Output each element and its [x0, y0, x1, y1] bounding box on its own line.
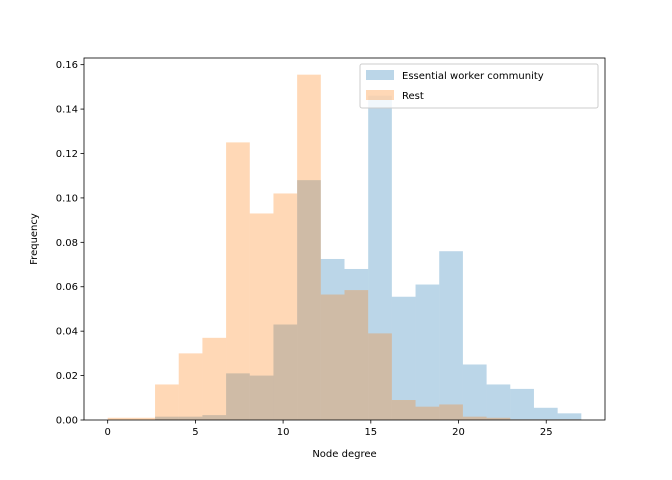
legend: Essential worker community Rest [359, 63, 599, 109]
essential-bar-3 [226, 373, 250, 420]
y-tick-label-4: 0.08 [56, 238, 78, 249]
y-axis-label: Frequency [29, 213, 40, 265]
essential-bar-5 [273, 324, 298, 420]
rest-bar-16 [486, 417, 511, 420]
y-tick-label-5: 0.10 [56, 193, 78, 204]
x-tick-label-3: 15 [364, 427, 377, 438]
x-tick-label-4: 20 [452, 427, 465, 438]
rest-bar-12 [391, 400, 416, 420]
bars-layer [107, 74, 582, 421]
essential-bar-8 [344, 268, 369, 420]
essential-bar-13 [462, 364, 487, 420]
essential-bar-16 [533, 407, 558, 420]
legend-swatch-essential [366, 70, 394, 80]
legend-box [359, 63, 599, 109]
essential-bar-6 [297, 180, 321, 420]
y-tick-label-2: 0.04 [56, 327, 78, 338]
essential-bar-9 [368, 95, 392, 420]
rest-bar-3 [178, 353, 203, 420]
rest-bar-4 [202, 337, 227, 420]
plot-frame [83, 57, 606, 421]
legend-label-rest: Rest [402, 91, 424, 102]
rest-bar-2 [155, 384, 179, 420]
x-tick-label-2: 10 [277, 427, 290, 438]
y-tick-label-1: 0.02 [56, 371, 78, 382]
essential-bar-15 [510, 388, 534, 420]
rest-bar-15 [462, 416, 487, 420]
x-tick-label-5: 25 [540, 427, 553, 438]
legend-label-essential: Essential worker community [402, 71, 544, 82]
rest-bar-14 [439, 404, 463, 420]
x-tick-label-1: 5 [192, 427, 198, 438]
rest-bar-11 [368, 333, 392, 420]
rest-bar-13 [415, 406, 440, 420]
y-tick-label-8: 0.16 [56, 60, 78, 71]
essential-bar-14 [486, 384, 511, 420]
essential-bar-7 [320, 258, 345, 420]
x-tick-label-0: 0 [104, 427, 110, 438]
essential-bar-10 [391, 296, 416, 420]
essential-bar-1 [178, 416, 203, 420]
essential-bar-17 [557, 413, 582, 420]
essential-bar-2 [202, 415, 227, 420]
y-tick-label-0: 0.00 [56, 416, 78, 427]
essential-bar-12 [439, 251, 463, 420]
rest-bar-10 [344, 290, 369, 420]
rest-bar-5 [226, 142, 250, 420]
essential-bar-4 [249, 375, 274, 420]
rest-bar-9 [320, 294, 345, 420]
x-axis-label: Node degree [312, 449, 376, 460]
legend-swatch-rest [366, 90, 394, 100]
rest-bar-7 [273, 193, 298, 420]
y-tick-label-7: 0.14 [56, 105, 78, 116]
y-tick-label-3: 0.06 [56, 282, 78, 293]
rest-bar-6 [249, 213, 274, 420]
essential-bar-11 [415, 284, 440, 420]
rest-bar-8 [297, 74, 321, 421]
y-tick-label-6: 0.12 [56, 149, 78, 160]
essential-bar-0 [155, 416, 179, 420]
rest-bar-1 [131, 417, 156, 420]
rest-bar-0 [107, 417, 132, 420]
ticks-layer: 0 5 10 15 20 25 0.00 0.02 0.04 0.06 0.08 0.10 0.12 0.… [56, 60, 553, 438]
